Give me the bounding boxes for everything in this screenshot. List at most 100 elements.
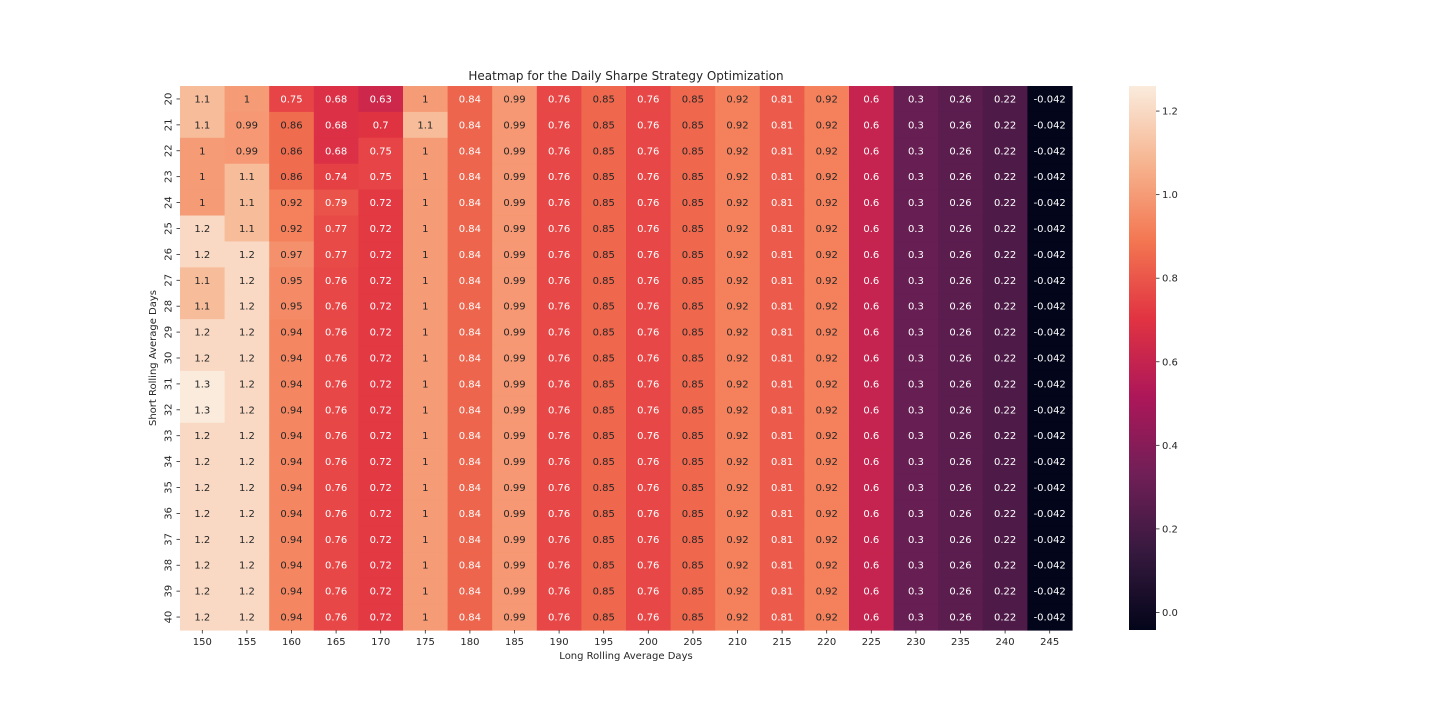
heatmap-cell: [938, 241, 984, 268]
cell-value-label: 0.84: [459, 405, 481, 416]
heatmap-cell: [403, 370, 449, 398]
heatmap-cell: [269, 163, 315, 191]
heatmap-cell: [893, 370, 939, 398]
cell-value-label: 1.2: [194, 483, 210, 494]
heatmap-cell: [536, 319, 582, 346]
heatmap-cell: [358, 267, 404, 294]
heatmap-cell: [403, 267, 449, 294]
cell-value-label: 0.81: [771, 94, 793, 105]
cell-value-label: 1: [422, 250, 428, 261]
cell-value-label: -0.042: [1034, 613, 1066, 624]
heatmap-cell: [626, 500, 672, 527]
cell-value-label: 0.76: [637, 146, 659, 157]
heatmap-cell: [938, 215, 984, 243]
cell-value-label: 0.22: [994, 146, 1016, 157]
cell-value-label: 0.84: [459, 379, 481, 390]
heatmap-cell: [804, 137, 850, 165]
cell-value-label: 0.99: [503, 328, 525, 339]
heatmap-cell: [804, 215, 850, 243]
heatmap-cell: [313, 215, 359, 243]
heatmap-cell: [180, 578, 226, 605]
heatmap-cell: [982, 474, 1028, 502]
heatmap-cell: [581, 448, 627, 476]
cell-value-label: 0.26: [949, 431, 971, 442]
heatmap-cell: [982, 163, 1028, 191]
x-tick-label: 215: [773, 637, 792, 648]
heatmap-cell: [982, 86, 1028, 113]
cell-value-label: 0.6: [863, 354, 879, 365]
heatmap-cell: [581, 215, 627, 243]
cell-value-label: 0.84: [459, 94, 481, 105]
cell-value-label: 0.97: [280, 250, 302, 261]
cell-value-label: 0.99: [503, 120, 525, 131]
heatmap-cell: [269, 526, 315, 553]
cell-value-label: 0.92: [816, 354, 838, 365]
cell-value-label: 0.3: [908, 405, 924, 416]
cell-value-label: 0.92: [726, 587, 748, 598]
heatmap-cell: [269, 345, 315, 372]
cell-value-label: 0.3: [908, 483, 924, 494]
heatmap-cell: [982, 319, 1028, 346]
cell-value-label: 0.26: [949, 561, 971, 572]
heatmap-cell: [715, 448, 761, 476]
cell-value-label: -0.042: [1034, 405, 1066, 416]
heatmap-cell: [1027, 215, 1073, 243]
heatmap-cell: [581, 578, 627, 605]
heatmap-cell: [893, 137, 939, 165]
heatmap-cell: [804, 86, 850, 113]
heatmap-cell: [313, 241, 359, 268]
heatmap-cell: [180, 137, 226, 165]
heatmap-cell: [536, 526, 582, 553]
cell-value-label: 0.81: [771, 198, 793, 209]
heatmap-cell: [313, 578, 359, 605]
cell-value-label: 0.92: [816, 120, 838, 131]
cell-value-label: 1: [422, 483, 428, 494]
heatmap-cell: [492, 422, 538, 450]
heatmap-cell: [626, 267, 672, 294]
cell-value-label: 0.76: [637, 172, 659, 183]
cell-value-label: 0.3: [908, 561, 924, 572]
cell-value-label: 0.76: [637, 276, 659, 287]
cell-value-label: 0.76: [637, 198, 659, 209]
cell-value-label: 0.85: [682, 198, 704, 209]
cell-value-label: 0.3: [908, 509, 924, 520]
cell-value-label: -0.042: [1034, 94, 1066, 105]
heatmap-cell: [536, 422, 582, 450]
cell-value-label: 0.6: [863, 587, 879, 598]
cell-value-label: -0.042: [1034, 302, 1066, 313]
cell-value-label: 0.76: [548, 224, 570, 235]
heatmap-cell: [313, 448, 359, 476]
cell-value-label: 0.81: [771, 172, 793, 183]
cell-value-label: 0.72: [370, 561, 392, 572]
heatmap-cell: [358, 189, 404, 217]
heatmap-cell: [849, 241, 895, 268]
heatmap-cell: [982, 604, 1028, 631]
cell-value-label: 0.84: [459, 561, 481, 572]
heatmap-cell: [581, 137, 627, 165]
heatmap-cell: [893, 267, 939, 294]
cell-value-label: 0.92: [816, 509, 838, 520]
cell-value-label: 0.92: [726, 172, 748, 183]
heatmap-cell: [893, 163, 939, 191]
y-tick-label: 36: [164, 507, 175, 520]
cell-value-label: 0.6: [863, 379, 879, 390]
colorbar-tick-label: 1.2: [1162, 107, 1178, 118]
heatmap-cell: [403, 500, 449, 527]
cell-value-label: 0.6: [863, 405, 879, 416]
x-tick-label: 240: [996, 637, 1015, 648]
heatmap-cell: [804, 370, 850, 398]
heatmap-cell: [358, 578, 404, 605]
cell-value-label: 0.85: [682, 561, 704, 572]
cell-value-label: 0.76: [325, 302, 347, 313]
cell-value-label: 0.92: [816, 94, 838, 105]
heatmap-cell: [1027, 396, 1073, 424]
cell-value-label: 0.3: [908, 613, 924, 624]
cell-value-label: 0.76: [637, 250, 659, 261]
heatmap-cell: [849, 345, 895, 372]
heatmap-cell: [536, 604, 582, 631]
heatmap-cell-labels: 1.1 1 0.75 0.68 0.63 1 0.84 0.99 0.76 0.85 0.76 0.8…: [194, 94, 1065, 623]
cell-value-label: 0.76: [548, 328, 570, 339]
cell-value-label: 0.72: [370, 354, 392, 365]
cell-value-label: 1: [422, 302, 428, 313]
cell-value-label: 0.92: [726, 457, 748, 468]
